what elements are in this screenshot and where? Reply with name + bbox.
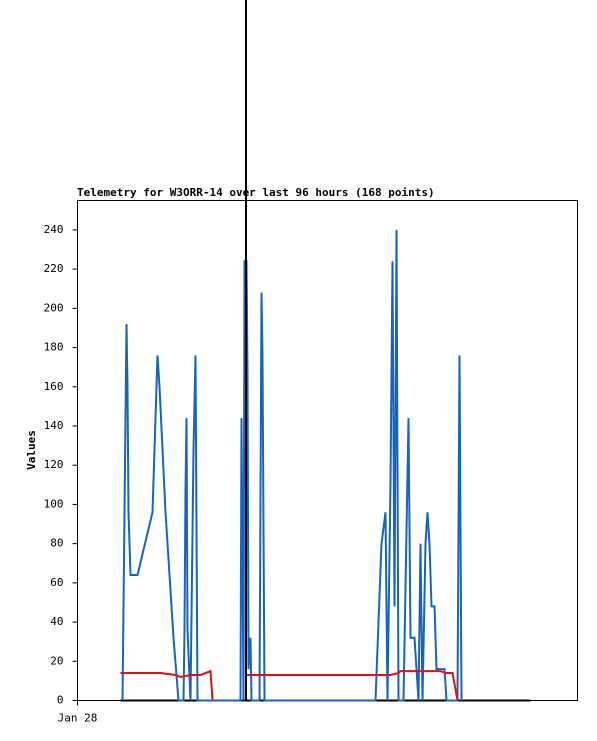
y-tick-label: 60: [50, 576, 63, 589]
y-axis-label: Values: [25, 430, 38, 470]
y-tick-label: 240: [44, 223, 64, 236]
y-tick-label: 200: [44, 301, 64, 314]
series-line: [121, 229, 463, 702]
x-tick-label: Jan 28: [58, 712, 98, 725]
y-tick-label: 0: [57, 694, 64, 707]
plot-frame: [77, 200, 578, 701]
y-tick-label: 40: [50, 615, 63, 628]
y-tick-label: 180: [44, 341, 64, 354]
y-tick-label: 80: [50, 537, 63, 550]
y-tick-label: 100: [44, 497, 64, 510]
y-tick-label: 20: [50, 654, 63, 667]
y-tick-label: 120: [44, 458, 64, 471]
y-tick-label: 160: [44, 380, 64, 393]
y-tick-label: 220: [44, 262, 64, 275]
chart-title: Telemetry for W3ORR-14 over last 96 hour…: [77, 186, 435, 199]
series-line: [120, 669, 459, 701]
plot: 0 20 40 60 80 100 120 140 160 180 200 220 240 Jan 28: [44, 223, 531, 725]
y-tick-label: 140: [44, 419, 64, 432]
